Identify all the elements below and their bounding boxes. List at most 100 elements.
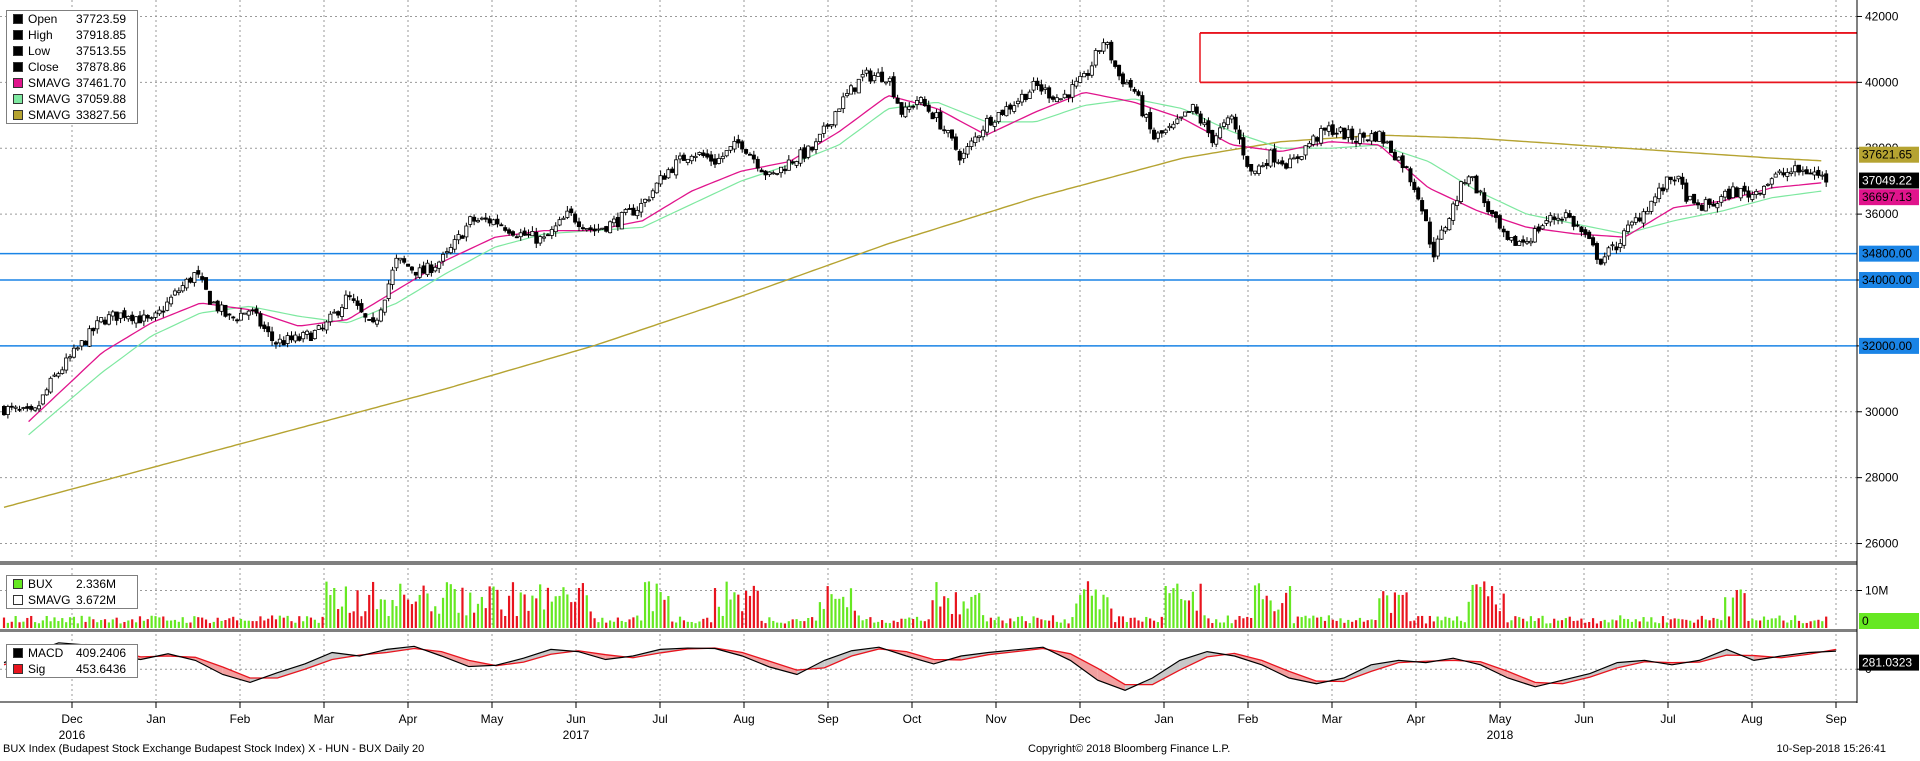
volume-bar (364, 611, 367, 628)
candle-body (137, 315, 142, 324)
volume-bar (1572, 620, 1575, 628)
volume-bar (1444, 616, 1447, 628)
candle-body (1264, 162, 1269, 166)
candle-body (1536, 226, 1541, 232)
candle-body (942, 129, 947, 132)
candle-body (658, 175, 663, 185)
volume-bar (263, 620, 266, 628)
candle-body (918, 97, 923, 104)
candle-body (9, 405, 14, 408)
volume-bar (65, 622, 68, 628)
volume-bar (947, 598, 950, 628)
volume-bar (18, 622, 21, 628)
volume-bar (1071, 617, 1074, 628)
volume-bar (830, 594, 833, 628)
candle-body (674, 159, 679, 176)
volume-bar (88, 616, 91, 628)
volume-bar (177, 621, 180, 628)
candle-body (1078, 75, 1083, 83)
volume-bar (488, 586, 491, 628)
volume-bar (1689, 620, 1692, 628)
candle-body (1629, 221, 1634, 226)
candle-body (1727, 188, 1732, 200)
candle-body (922, 98, 927, 107)
candle-body (627, 208, 632, 210)
volume-bar (232, 616, 235, 628)
candle-body (1023, 93, 1028, 101)
candle-body (569, 208, 574, 214)
candle-body (1016, 100, 1021, 105)
candle-body (483, 217, 488, 220)
volume-bar (764, 623, 767, 628)
volume-bar (1316, 617, 1319, 628)
volume-bar (1152, 620, 1156, 628)
volume-bar (671, 621, 674, 628)
macd-histogram-fill (195, 657, 223, 675)
volume-bar (1234, 619, 1237, 628)
volume-bar (1285, 592, 1288, 628)
candle-body (1653, 196, 1658, 204)
volume-bar (1654, 622, 1657, 628)
volume-bar (371, 581, 375, 628)
candle-body (1672, 179, 1677, 182)
volume-bar (302, 621, 305, 628)
volume-bar (1226, 615, 1229, 628)
candle-body (5, 406, 10, 415)
candle-body (437, 261, 442, 269)
candle-body (40, 394, 45, 405)
macd-histogram-fill (523, 649, 551, 663)
candle-body (219, 304, 224, 312)
candle-body (1241, 137, 1246, 156)
candle-body (697, 152, 702, 155)
candle-body (188, 277, 193, 283)
candle-body (406, 263, 411, 267)
candle-body (297, 336, 302, 341)
volume-bar (1389, 612, 1393, 628)
candle-body (1284, 163, 1289, 169)
volume-bar (1712, 617, 1715, 628)
close-last-tag-bg (1859, 172, 1919, 189)
macd-histogram-fill (1261, 660, 1290, 678)
candle-body (250, 309, 255, 312)
volume-bar (10, 621, 13, 628)
candle-body (448, 247, 453, 254)
volume-bar (96, 622, 99, 628)
volume-bar (636, 615, 639, 628)
legend-label: BUX (28, 577, 53, 591)
volume-bar (1327, 615, 1330, 628)
volume-bar (1739, 589, 1742, 628)
candle-body (522, 230, 527, 236)
candle-body (200, 276, 205, 280)
candle-body (153, 312, 158, 318)
candle-body (953, 136, 958, 150)
volume-bar (1343, 622, 1346, 628)
x-axis-year-label: 2018 (1487, 728, 1514, 742)
volume-bar (958, 614, 961, 628)
volume-bar (539, 584, 542, 628)
candle-body (1804, 169, 1809, 175)
candle-body (503, 227, 508, 231)
candle-body (1703, 199, 1708, 212)
candle-body (1439, 229, 1444, 240)
x-axis-month-label: Aug (733, 712, 754, 726)
candle-body (1039, 84, 1044, 92)
volume-bar (1626, 619, 1630, 628)
volume-bar (1090, 595, 1093, 628)
candle-body (479, 217, 484, 220)
volume-bar (1576, 620, 1579, 628)
volume-bar (849, 588, 853, 628)
candle-body (1633, 217, 1638, 223)
volume-bar (360, 616, 363, 628)
volume-bar (1436, 616, 1439, 628)
volume-bar (912, 619, 915, 628)
volume-bar (1560, 620, 1564, 628)
candle-body (596, 228, 601, 231)
candle-body (1474, 175, 1479, 194)
volume-bar (675, 622, 678, 628)
volume-bar (1393, 592, 1397, 628)
volume-bar (686, 621, 689, 628)
candle-body (1427, 221, 1432, 245)
volume-bar (853, 610, 856, 628)
candle-body (262, 324, 267, 329)
volume-bar (1281, 603, 1284, 628)
